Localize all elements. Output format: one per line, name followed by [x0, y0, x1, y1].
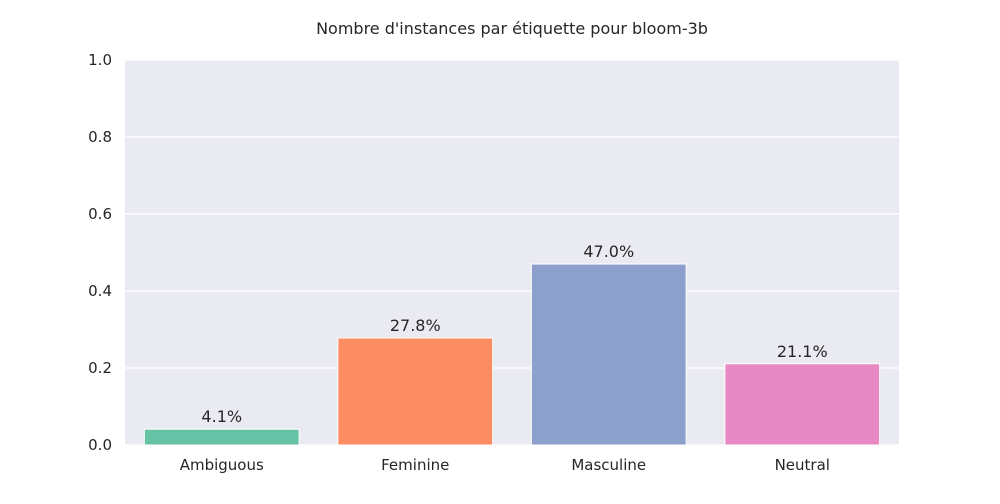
data-label: 27.8% — [390, 316, 441, 335]
data-label: 47.0% — [583, 242, 634, 261]
y-tick-label: 0.2 — [88, 359, 112, 377]
y-tick-label: 0.6 — [88, 205, 112, 223]
x-axis-ticks: Ambiguous Feminine Masculine Neutral — [180, 456, 830, 474]
bar-masculine — [530, 263, 687, 446]
chart-title: Nombre d'instances par étiquette pour bl… — [316, 19, 708, 38]
data-label: 4.1% — [201, 407, 242, 426]
x-tick-label: Ambiguous — [180, 456, 264, 474]
data-labels: 4.1% 27.8% 47.0% 21.1% — [201, 242, 827, 426]
y-tick-label: 0.8 — [88, 128, 112, 146]
y-tick-label: 0.0 — [88, 436, 112, 454]
x-tick-label: Masculine — [571, 456, 646, 474]
bar-neutral — [724, 363, 881, 446]
y-tick-label: 1.0 — [88, 51, 112, 69]
data-label: 21.1% — [777, 342, 828, 361]
x-tick-label: Feminine — [381, 456, 449, 474]
bar-ambiguous — [143, 428, 300, 446]
y-tick-label: 0.4 — [88, 282, 112, 300]
y-axis-ticks: 0.0 0.2 0.4 0.6 0.8 1.0 — [88, 51, 112, 454]
bars — [143, 263, 881, 446]
x-tick-label: Neutral — [775, 456, 830, 474]
bar-feminine — [337, 337, 494, 446]
